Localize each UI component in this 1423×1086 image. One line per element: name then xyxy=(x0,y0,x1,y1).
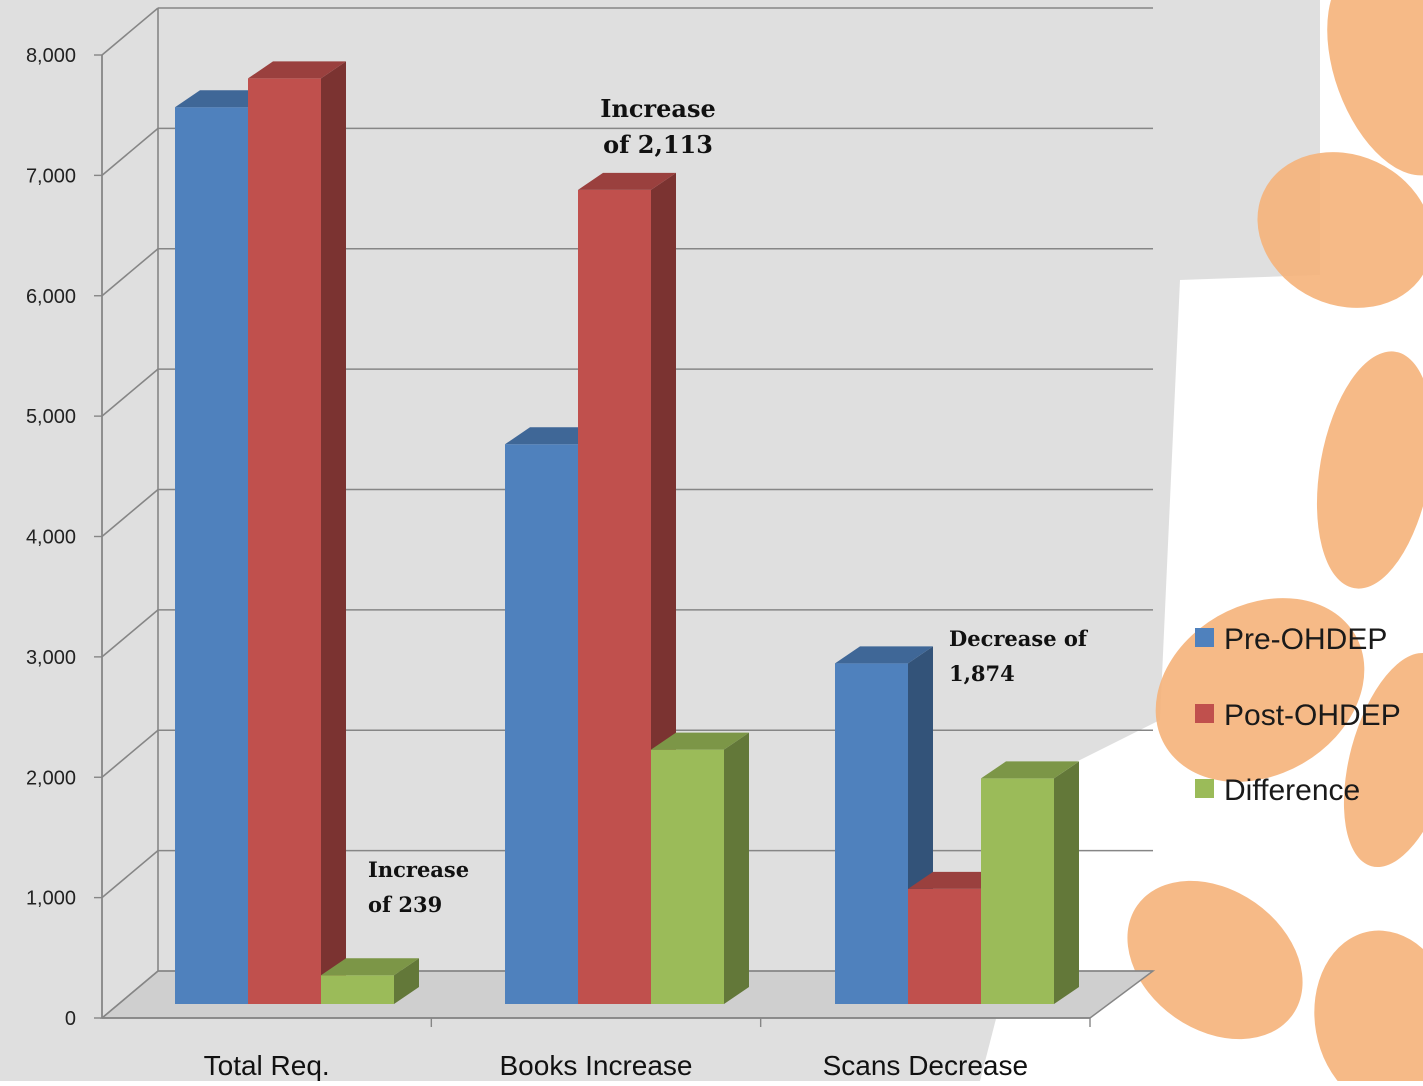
y-tick-label: 1,000 xyxy=(26,888,76,910)
leaf-decoration xyxy=(1343,652,1423,868)
legend-swatch xyxy=(1195,779,1214,798)
annotation-label: Increase of 2,113 xyxy=(600,94,716,159)
annotations: Increase of 239 Increase of 2,113 Decrease o… xyxy=(368,94,1089,917)
bar-top xyxy=(248,61,346,79)
gridline-side xyxy=(101,850,159,899)
bar-front xyxy=(578,189,651,1004)
bar-front xyxy=(248,78,321,1004)
legend-label: Difference xyxy=(1224,774,1360,807)
bar-front xyxy=(175,107,248,1005)
y-tick-label: 4,000 xyxy=(26,527,76,549)
bar-front xyxy=(981,778,1054,1004)
y-tick-label: 0 xyxy=(65,1008,76,1030)
bar-front xyxy=(651,749,724,1004)
bar-front xyxy=(505,444,578,1005)
gridline-side xyxy=(101,7,159,56)
bar-front xyxy=(321,975,394,1004)
x-tick-label: Books Increase xyxy=(500,1050,693,1081)
bar-side xyxy=(1054,761,1079,1004)
gridline-side xyxy=(101,729,159,778)
gridline-side xyxy=(101,248,159,297)
bar-top xyxy=(835,646,933,664)
y-tick-label: 7,000 xyxy=(26,165,76,187)
y-tick-label: 8,000 xyxy=(26,45,76,67)
leaf-decoration xyxy=(1257,152,1423,308)
gridline-side xyxy=(101,368,159,417)
legend: Pre-OHDEP Post-OHDEP Difference xyxy=(1195,623,1401,807)
bar-front xyxy=(908,888,981,1004)
bar-top xyxy=(651,732,749,750)
y-tick-label: 2,000 xyxy=(26,767,76,789)
bar-front xyxy=(835,663,908,1004)
bars xyxy=(175,61,1079,1005)
y-axis: 0 1,000 2,000 3,000 4,000 5,000 6,000 7,000 8,00… xyxy=(26,45,103,1030)
legend-swatch xyxy=(1195,704,1214,723)
gridline-side xyxy=(101,970,159,1019)
legend-swatch xyxy=(1195,628,1214,647)
legend-label: Post-OHDEP xyxy=(1224,699,1401,732)
bar-top xyxy=(981,761,1079,779)
bar-top xyxy=(578,172,676,190)
gridline-side xyxy=(101,488,159,538)
annotation-label: Decrease of 1,874 xyxy=(949,626,1089,686)
x-axis: Total Req. Books Increase Scans Decrease xyxy=(102,1017,1091,1081)
x-tick-label: Scans Decrease xyxy=(823,1050,1028,1081)
gridline-side xyxy=(101,127,159,176)
leaf-decoration xyxy=(1327,0,1423,176)
leaf-decoration xyxy=(1314,930,1423,1086)
leaf-decoration xyxy=(1316,351,1423,589)
leaf-decoration xyxy=(1127,880,1303,1040)
bar-side xyxy=(724,732,749,1004)
annotation-label: Increase of 239 xyxy=(368,857,469,917)
y-tick-label: 5,000 xyxy=(26,406,76,428)
y-tick-label: 3,000 xyxy=(26,647,76,669)
bar-top xyxy=(321,958,419,976)
y-tick-label: 6,000 xyxy=(26,286,76,308)
bar-side xyxy=(394,958,419,1004)
gridline-side xyxy=(101,609,159,658)
bar-side xyxy=(321,61,346,1004)
legend-label: Pre-OHDEP xyxy=(1224,623,1387,656)
x-tick-label: Total Req. xyxy=(204,1050,330,1081)
